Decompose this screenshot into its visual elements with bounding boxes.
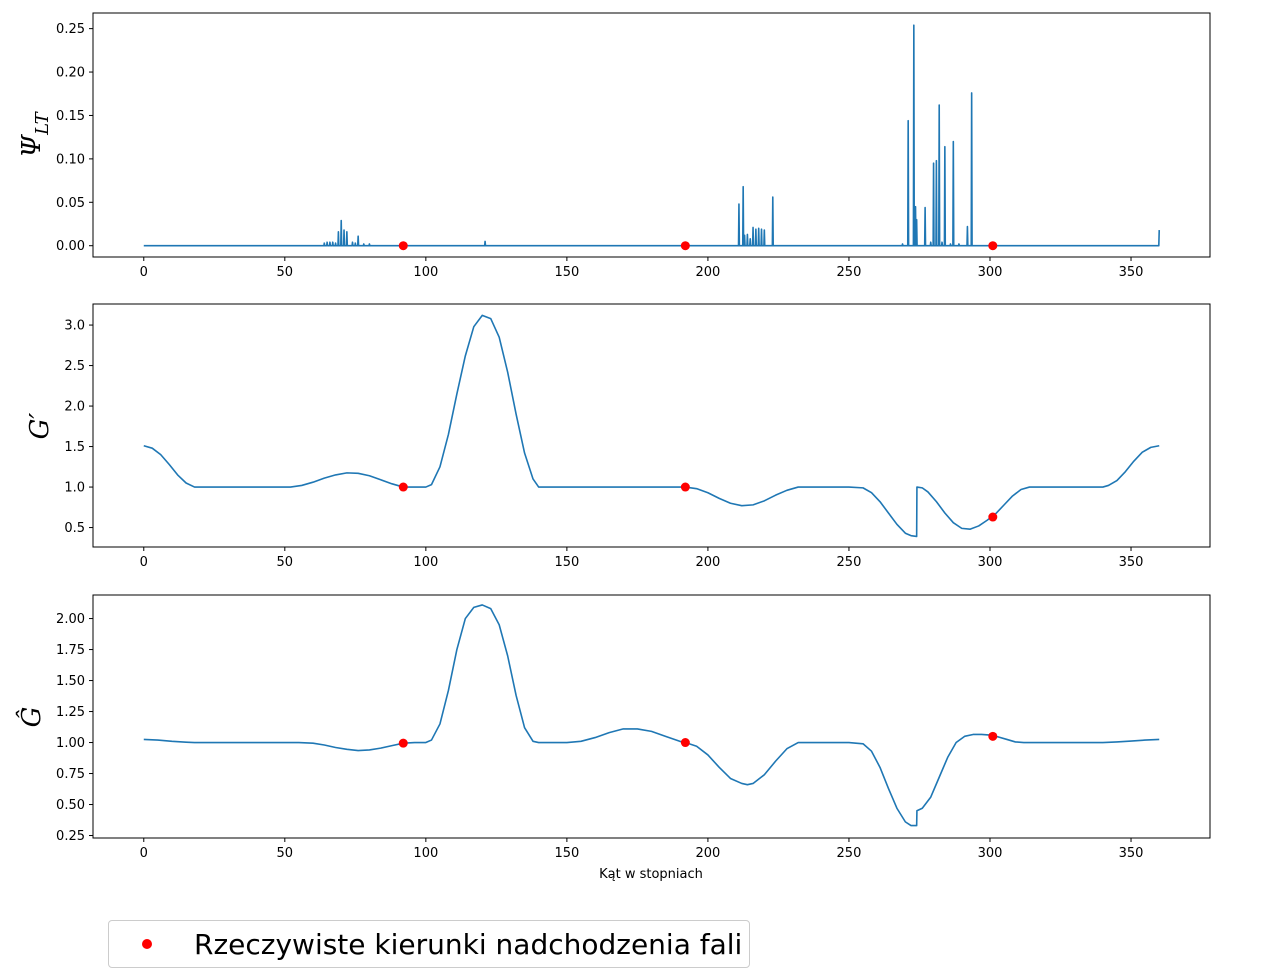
psi-sub: LT (32, 110, 53, 135)
subplot-g-hat: 0 50 100 150 200 250 300 350 0.25 0.50 0.75 1.00 1.2… (56, 594, 1211, 861)
wave-direction-point (398, 241, 408, 251)
x-tick-label: 150 (554, 555, 579, 570)
y-tick-label: 0.75 (56, 767, 85, 782)
wave-direction-point (680, 241, 690, 251)
series-line (143, 314, 1160, 538)
x-tick-label: 200 (696, 846, 721, 861)
y-tick-label: 1.50 (56, 674, 85, 689)
y-tick-label: 1.00 (56, 736, 85, 751)
axes-frame (92, 303, 1211, 548)
y-tick-label: 2.00 (56, 612, 85, 627)
wave-direction-point (398, 482, 408, 492)
x-tick-label: 250 (837, 265, 862, 280)
x-tick-label: 350 (1119, 846, 1144, 861)
y-tick-label: 1.25 (56, 705, 85, 720)
y-tick-label: 0.5 (64, 521, 85, 536)
y-axis-label-psi: ΨLT (17, 110, 53, 157)
x-tick-label: 300 (978, 555, 1003, 570)
x-tick-label: 200 (696, 265, 721, 280)
x-axis-label: Kąt w stopniach (599, 867, 703, 882)
x-tick-label: 100 (413, 555, 438, 570)
y-tick-label: 2.0 (64, 400, 85, 415)
x-tick-label: 100 (413, 846, 438, 861)
axes-frame (92, 594, 1211, 839)
series-line (143, 604, 1160, 827)
x-tick-label: 300 (978, 846, 1003, 861)
x-tick-label: 350 (1119, 265, 1144, 280)
legend-label: Rzeczywiste kierunki nadchodzenia fali (194, 927, 743, 961)
subplot-g-prime: 0 50 100 150 200 250 300 350 0.5 1.0 1.5 2.0 2.5 3.0 (64, 303, 1211, 570)
y-tick-label: 2.5 (64, 359, 85, 374)
x-tick-label: 250 (837, 846, 862, 861)
x-tick-label: 300 (978, 265, 1003, 280)
legend-marker-red-dot (142, 939, 152, 949)
wave-direction-point (988, 512, 998, 522)
plot-area (143, 604, 1160, 827)
y-tick-label: 1.0 (64, 481, 85, 496)
x-tick-label: 0 (140, 265, 148, 280)
axes-frame (92, 12, 1211, 258)
y-tick-label: 0.15 (56, 109, 85, 124)
wave-direction-point (398, 738, 408, 748)
x-tick-label: 50 (277, 555, 294, 570)
wave-direction-point (988, 731, 998, 741)
x-tick-label: 50 (277, 846, 294, 861)
x-tick-label: 50 (277, 265, 294, 280)
wave-direction-point (680, 738, 690, 748)
y-tick-label: 1.75 (56, 643, 85, 658)
x-tick-label: 100 (413, 265, 438, 280)
plot-area (143, 314, 1160, 538)
x-tick-label: 350 (1119, 555, 1144, 570)
y-tick-label: 0.25 (56, 22, 85, 37)
wave-direction-point (680, 482, 690, 492)
y-axis-label-g-prime: G′ (25, 413, 55, 440)
y-axis-label-g-hat: Ĝ (15, 707, 47, 728)
x-tick-label: 250 (837, 555, 862, 570)
series-line (143, 24, 1161, 247)
x-tick-label: 150 (554, 846, 579, 861)
y-tick-label: 0.10 (56, 152, 85, 167)
legend: Rzeczywiste kierunki nadchodzenia fali (108, 920, 750, 968)
y-tick-label: 0.05 (56, 196, 85, 211)
x-tick-label: 150 (554, 265, 579, 280)
psi-main: Ψ (17, 134, 47, 158)
x-tick-label: 200 (696, 555, 721, 570)
y-tick-label: 3.0 (64, 319, 85, 334)
y-tick-label: 1.5 (64, 440, 85, 455)
y-tick-label: 0.50 (56, 798, 85, 813)
x-tick-label: 0 (140, 555, 148, 570)
subplot-psi-lt: 0 50 100 150 200 250 300 350 0.00 0.05 0.10 0.15 0.2… (56, 12, 1211, 280)
x-tick-label: 0 (140, 846, 148, 861)
y-tick-label: 0.20 (56, 66, 85, 81)
plot-area (143, 24, 1161, 251)
y-tick-label: 0.00 (56, 239, 85, 254)
y-tick-label: 0.25 (56, 829, 85, 844)
wave-direction-point (988, 241, 998, 251)
